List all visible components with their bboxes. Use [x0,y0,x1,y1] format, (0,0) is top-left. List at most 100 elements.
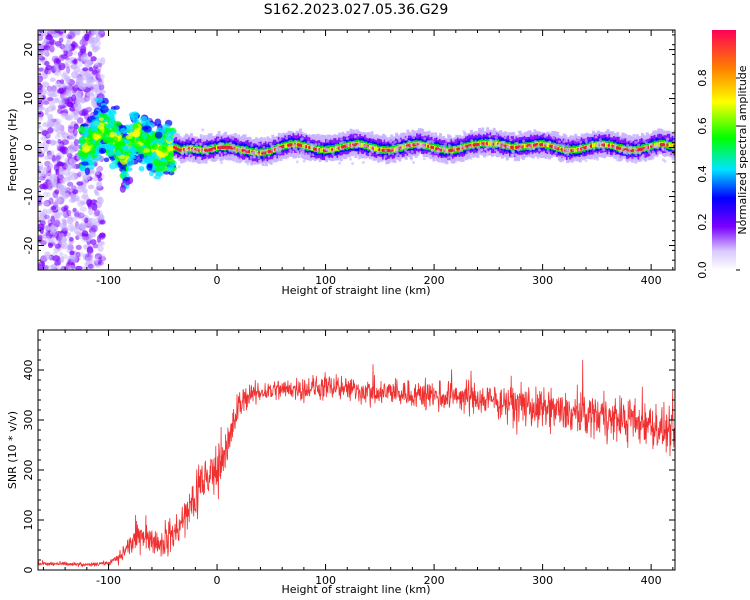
heatmap-ridge-cell [333,147,337,152]
heatmap-scatter-cell [96,79,104,87]
heatmap-scatter-cell [47,154,53,160]
heatmap-scatter-cell [85,70,90,77]
heatmap-halo-cell [245,160,249,164]
heatmap-halo-cell [276,143,280,147]
heatmap-halo-cell [415,152,419,156]
heatmap-y-tick-label: 0 [22,144,35,151]
heatmap-blob-cell [154,167,163,173]
heatmap-halo-cell [566,148,570,152]
heatmap-ridge-cell [375,146,379,151]
heatmap-blob-cell [108,119,115,128]
heatmap-halo-cell [384,148,388,152]
heatmap-scatter-cell [73,50,78,56]
heatmap-scatter-cell [72,112,79,117]
heatmap-halo-cell [642,139,646,143]
heatmap-halo-cell [187,148,191,152]
heatmap-scatter-cell [47,90,55,97]
heatmap-scatter-cell [49,225,55,232]
heatmap-halo-cell [513,152,517,156]
heatmap-scatter-cell [51,140,57,145]
heatmap-halo-cell [626,143,630,147]
heatmap-scatter-cell [38,67,44,72]
heatmap-scatter-cell [96,62,103,67]
heatmap-halo-cell [338,141,342,145]
heatmap-scatter-cell [67,175,72,181]
heatmap-halo-cell [228,149,232,153]
heatmap-halo-cell [234,150,238,154]
heatmap-halo-cell [665,138,669,142]
heatmap-halo-cell [495,133,499,137]
heatmap-halo-cell [501,144,505,148]
heatmap-halo-cell [249,152,253,156]
heatmap-halo-cell [623,149,627,153]
heatmap-halo-cell [302,152,306,156]
heatmap-halo-cell [552,146,556,150]
heatmap-scatter-cell [38,110,44,118]
heatmap-halo-cell [299,151,303,155]
heatmap-halo-cell [435,156,439,160]
heatmap-halo-cell [584,159,588,163]
heatmap-scatter-cell [42,49,49,56]
heatmap-halo-cell [503,136,507,140]
heatmap-scatter-cell [65,114,74,121]
heatmap-halo-cell [661,146,665,150]
heatmap-scatter-cell [90,56,97,62]
heatmap-scatter-cell [86,92,94,100]
heatmap-halo-cell [216,138,220,142]
heatmap-scatter-cell [61,192,69,200]
heatmap-scatter-cell [77,171,82,178]
heatmap-scatter-cell [77,199,84,207]
heatmap-scatter-cell [67,31,76,40]
heatmap-halo-cell [581,147,585,151]
heatmap-scatter-cell [58,62,66,71]
heatmap-scatter-cell [51,232,59,239]
heatmap-scatter-cell [45,254,52,260]
heatmap-scatter-cell [75,244,82,251]
heatmap-blob-cell [151,143,158,151]
heatmap-scatter-cell [74,211,79,216]
heatmap-scatter-cell [65,50,73,57]
heatmap-scatter-cell [57,104,65,110]
heatmap-scatter-cell [43,225,51,231]
heatmap-halo-cell [629,156,633,160]
heatmap-blob-cell [102,136,110,143]
heatmap-halo-cell [384,139,388,143]
heatmap-blob-cell [104,142,111,150]
heatmap-halo-cell [609,145,613,149]
heatmap-scatter-cell [59,256,65,264]
heatmap-scatter-cell [61,218,67,223]
heatmap-ridge-cell [670,142,674,148]
heatmap-halo-cell [308,152,312,156]
heatmap-halo-cell [299,148,303,152]
heatmap-blob-cell [94,97,104,103]
heatmap-halo-cell [188,152,192,156]
heatmap-scatter-cell [46,198,52,205]
heatmap-blob-cell [99,113,107,118]
heatmap-halo-cell [498,142,502,146]
heatmap-halo-cell [615,158,619,162]
heatmap-ridge-cell [401,144,405,150]
heatmap-halo-cell [651,150,655,154]
heatmap-scatter-cell [89,37,95,42]
heatmap-scatter-cell [47,105,55,112]
heatmap-halo-cell [634,140,638,144]
snr-series-line [38,359,675,568]
heatmap-blob-cell [108,113,115,120]
heatmap-scatter-cell [50,263,58,270]
heatmap-halo-cell [256,153,260,157]
heatmap-halo-cell [299,138,303,142]
heatmap-halo-cell [349,157,353,161]
heatmap-ridge-cell [546,142,550,148]
heatmap-halo-cell [452,145,456,149]
heatmap-halo-cell [459,145,463,149]
heatmap-blob-cell [125,179,131,186]
heatmap-ridge-cell [574,148,578,153]
heatmap-halo-cell [459,149,463,153]
heatmap-scatter-cell [47,127,54,134]
heatmap-scatter-cell [60,54,68,59]
heatmap-halo-cell [278,151,282,155]
heatmap-scatter-cell [38,263,44,270]
heatmap-blob-cell [111,136,119,143]
heatmap-scatter-cell [69,111,75,119]
heatmap-halo-cell [576,148,580,152]
